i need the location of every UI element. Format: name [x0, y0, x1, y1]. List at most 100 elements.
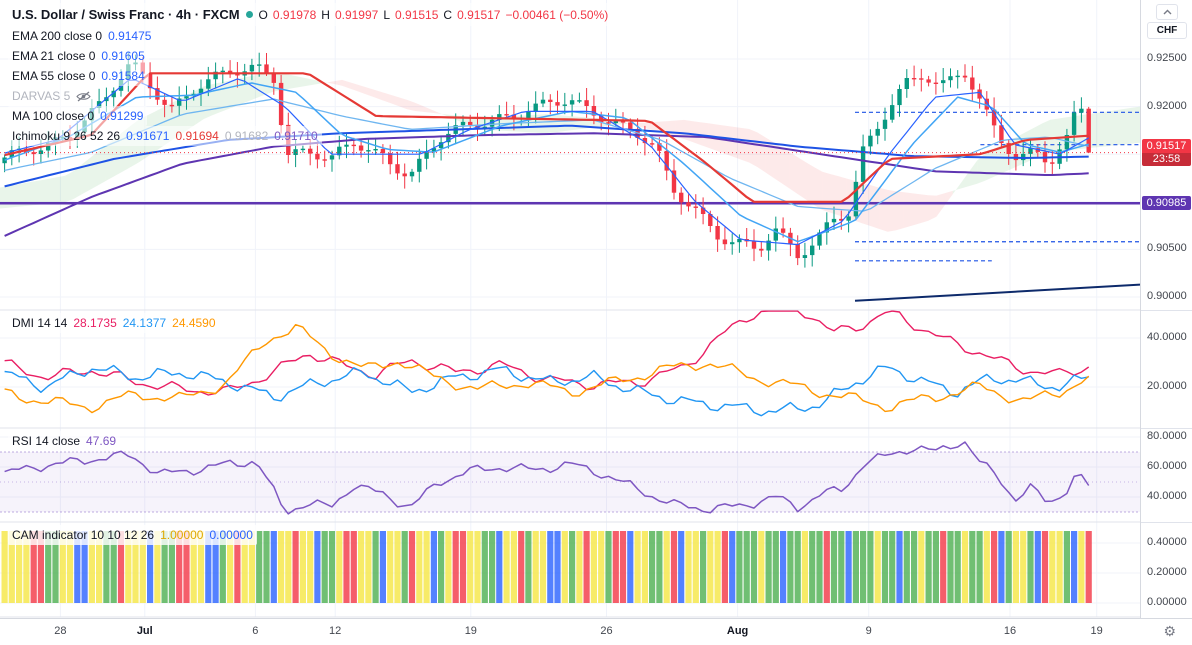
- time-axis-label: 19: [464, 625, 477, 637]
- price-axis-label: 40.0000: [1147, 331, 1187, 343]
- ma100-line: [4, 132, 1089, 237]
- rsi-legend[interactable]: RSI 14 close 47.69: [8, 431, 121, 451]
- rsi-label: RSI 14 close: [12, 434, 81, 448]
- currency-button[interactable]: CHF: [1147, 22, 1187, 39]
- legend-darvas[interactable]: DARVAS 5: [8, 86, 96, 106]
- legend-ema55[interactable]: EMA 55 close 0 0.91584: [8, 66, 149, 86]
- last-price-value: 0.91517: [1146, 139, 1187, 152]
- time-axis-label: 28: [54, 625, 67, 637]
- time-axis-label: 16: [1003, 625, 1017, 637]
- chart-plot-area[interactable]: U.S. Dollar / Swiss Franc · 4h · FXCM O …: [0, 0, 1140, 618]
- price-axis-label: 0.90500: [1147, 242, 1187, 255]
- bar-countdown: 23:58: [1142, 152, 1191, 166]
- time-axis-label: 6: [252, 625, 259, 637]
- ohlc-c-value: 0.91517: [457, 7, 501, 22]
- ohlc-c-label: C: [443, 7, 453, 22]
- legend-ema200-label: EMA 200 close 0: [12, 29, 103, 43]
- price-axis[interactable]: CHF 0.91517 23:58 0.90985 0.92500 0.92000…: [1140, 0, 1192, 618]
- ohlc-h-label: H: [321, 7, 330, 22]
- legend-ichimoku-chikou: 0.91710: [274, 129, 318, 143]
- legend-ema200[interactable]: EMA 200 close 0 0.91475: [8, 26, 156, 46]
- ema55-line: [4, 98, 1089, 212]
- pane-divider: [1141, 428, 1192, 429]
- time-axis-label: Aug: [726, 625, 749, 637]
- price-axis-label: 0.20000: [1147, 566, 1187, 578]
- ohlc-l-value: 0.91515: [395, 7, 439, 22]
- pane-divider: [1141, 310, 1192, 311]
- time-axis-label: 12: [329, 625, 342, 637]
- legend-darvas-label: DARVAS 5: [12, 89, 71, 103]
- legend-ema55-value: 0.91584: [101, 69, 145, 83]
- price-axis-label: 40.0000: [1147, 490, 1187, 502]
- ohlc-o-label: O: [258, 7, 268, 22]
- legend-ema200-value: 0.91475: [108, 29, 152, 43]
- price-axis-label: 0.00000: [1147, 596, 1187, 608]
- legend-ichimoku-tenkan: 0.91671: [126, 129, 170, 143]
- price-axis-label: 20.0000: [1147, 380, 1187, 392]
- legend-ma100-label: MA 100 close 0: [12, 109, 95, 123]
- rsi-layer: [0, 441, 1140, 515]
- dmi-minus_di-line: [4, 324, 1090, 414]
- price-axis-label: 0.90000: [1147, 290, 1187, 302]
- level-price-tag: 0.90985: [1142, 196, 1191, 211]
- chevron-up-icon: [1163, 9, 1171, 15]
- legend-ema21-label: EMA 21 close 0: [12, 49, 96, 63]
- price-axis-label: 80.0000: [1147, 430, 1187, 442]
- chart-canvas[interactable]: [0, 0, 1140, 618]
- dmi-plus_di-line: [4, 364, 1089, 417]
- pane-collapse-button[interactable]: [1156, 4, 1178, 20]
- cam-blue-value: 0.00000: [209, 528, 253, 542]
- dmi-layer: [4, 310, 1090, 417]
- rsi-line: [4, 441, 1090, 515]
- last-price-tag: 0.91517 23:58: [1142, 138, 1191, 166]
- legend-ema21-value: 0.91605: [101, 49, 145, 63]
- legend-ichimoku[interactable]: Ichimoku 9 26 52 26 0.91671 0.91694 0.91…: [8, 126, 322, 146]
- legend-ema55-label: EMA 55 close 0: [12, 69, 96, 83]
- cam-label: CAM indicator 10 10 12 26: [12, 528, 155, 542]
- legend-ma100-value: 0.91299: [100, 109, 144, 123]
- ohlc-l-label: L: [383, 7, 391, 22]
- dmi-label: DMI 14 14: [12, 316, 68, 330]
- legend-ma100[interactable]: MA 100 close 0 0.91299: [8, 106, 148, 126]
- time-axis-label: 26: [600, 625, 613, 637]
- time-axis-label: 9: [865, 625, 872, 637]
- tenkan-line: [4, 78, 1089, 246]
- dmi-plusdi-value: 24.1377: [122, 316, 167, 330]
- legend-ema21[interactable]: EMA 21 close 0 0.91605: [8, 46, 149, 66]
- symbol-header[interactable]: U.S. Dollar / Swiss Franc · 4h · FXCM O …: [8, 3, 613, 26]
- time-axis[interactable]: 28 Jul 6 12 19 26 Aug 9 16 19 ⚙: [0, 618, 1192, 645]
- ema21-line: [4, 82, 1089, 243]
- gear-icon: ⚙: [1163, 623, 1176, 639]
- price-axis-label: 0.92000: [1147, 99, 1187, 112]
- pane-divider: [1141, 522, 1192, 523]
- price-axis-label: 60.0000: [1147, 460, 1187, 472]
- cam-yellow-value: 1.00000: [160, 528, 204, 542]
- ohlc-o-value: 0.91978: [272, 7, 317, 22]
- price-axis-label: 0.40000: [1147, 536, 1187, 548]
- symbol-title: U.S. Dollar / Swiss Franc · 4h · FXCM: [12, 7, 240, 22]
- kijun-line: [4, 72, 1089, 203]
- ohlc-h-value: 0.91997: [334, 7, 379, 22]
- legend-ichimoku-label: Ichimoku 9 26 52 26: [12, 129, 121, 143]
- main-legend: U.S. Dollar / Swiss Franc · 4h · FXCM O …: [8, 3, 613, 146]
- legend-ichimoku-kijun: 0.91694: [175, 129, 219, 143]
- chart-settings-button[interactable]: ⚙: [1163, 623, 1176, 640]
- ema200-line: [4, 124, 1089, 188]
- ema-lines-layer: [0, 72, 1140, 246]
- cam-legend[interactable]: CAM indicator 10 10 12 26 1.00000 0.0000…: [8, 525, 257, 545]
- market-status-dot: [245, 11, 253, 18]
- pane-dividers: [0, 309, 1140, 618]
- time-axis-label: 19: [1090, 625, 1103, 637]
- eye-hidden-icon[interactable]: [76, 90, 91, 102]
- ohlc-change: −0.00461 (−0.50%): [505, 7, 609, 22]
- legend-ichimoku-spanb: 0.91682: [224, 129, 269, 143]
- dmi-legend[interactable]: DMI 14 14 28.1735 24.1377 24.4590: [8, 313, 220, 333]
- time-axis-label: Jul: [136, 625, 153, 637]
- cam-layer: [1, 531, 1092, 603]
- dmi-adx-value: 28.1735: [73, 316, 117, 330]
- price-axis-label: 0.92500: [1147, 52, 1187, 64]
- rsi-value: 47.69: [86, 434, 117, 448]
- dmi-minusdi-value: 24.4590: [172, 316, 216, 330]
- ohlc-readout: O 0.91978 H 0.91997 L 0.91515 C 0.91517 …: [259, 8, 609, 22]
